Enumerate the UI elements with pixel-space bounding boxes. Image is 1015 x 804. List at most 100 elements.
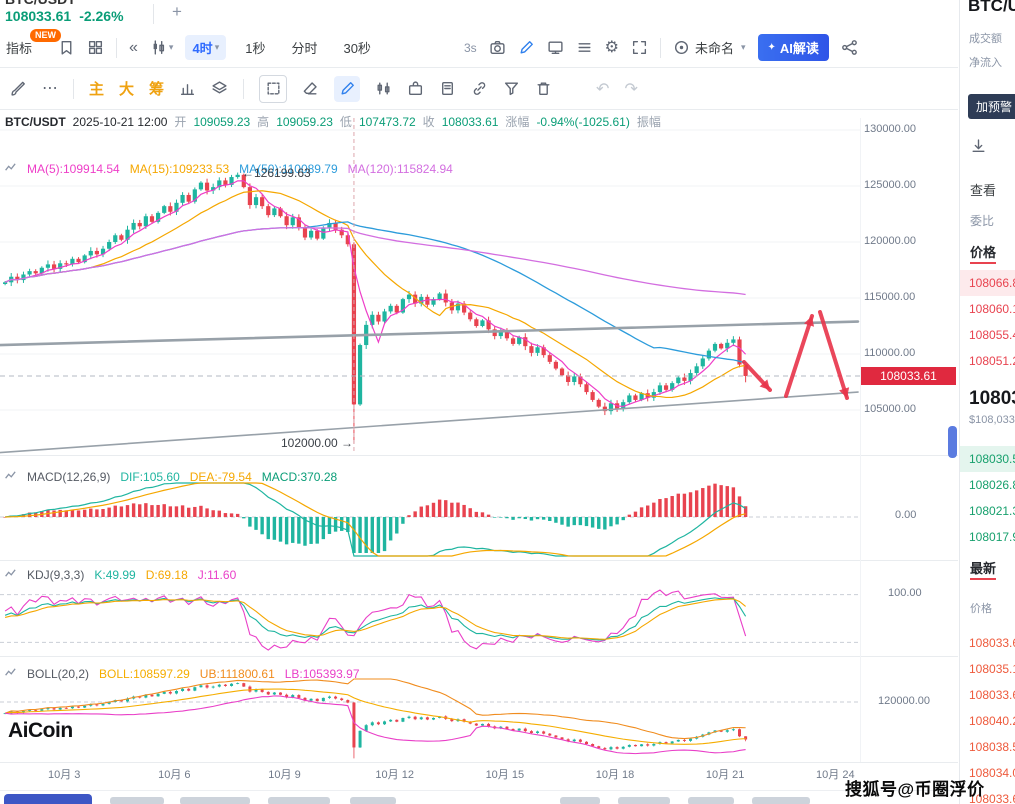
bottom-bar-item: [560, 797, 600, 804]
indicators-button[interactable]: 指标 NEW: [6, 28, 61, 58]
undo-icon[interactable]: ↶: [596, 80, 610, 98]
orderbook-row[interactable]: 108060.1: [969, 302, 1015, 316]
trash-icon[interactable]: [535, 80, 552, 97]
monitor-icon[interactable]: [547, 39, 564, 56]
orderbook-row[interactable]: 108035.1: [969, 662, 1015, 676]
orderbook-row[interactable]: 108021.3: [969, 504, 1015, 518]
orderbook-row[interactable]: 108066.8: [960, 270, 1015, 296]
chips-quick-button[interactable]: 筹: [149, 81, 165, 98]
boll-header: BOLL(20,2) BOLL:108597.29 UB:111800.61 L…: [4, 666, 360, 682]
net-inflow-label: 净流入: [969, 57, 1002, 69]
toolbar-divider: [243, 78, 245, 99]
orderbook-row[interactable]: 108030.5: [960, 446, 1015, 472]
new-badge: NEW: [30, 28, 61, 42]
link-icon[interactable]: [471, 80, 488, 97]
orderbook-row[interactable]: 108033.6: [969, 636, 1015, 650]
fullscreen-icon[interactable]: [631, 39, 648, 56]
indicator-settings-icon[interactable]: [4, 666, 17, 682]
filter-icon[interactable]: [503, 80, 520, 97]
high-label: 高: [257, 115, 270, 129]
chart-type-button[interactable]: ▾: [150, 39, 173, 56]
candlestick-chart[interactable]: [0, 0, 958, 804]
orderbook-row[interactable]: 108017.9: [969, 530, 1015, 544]
main-toolbar: 指标 NEW « ▾ 4时 ▾ 1秒 分时 30秒 3s ⚙ 未命名 ▾: [0, 28, 958, 68]
market-panel: BTC/USDT 成交额 净流入 加预警 查看 委比 价格 108066.810…: [959, 0, 1015, 804]
candle-countdown: 3s: [463, 40, 477, 55]
orderbook-row[interactable]: 108055.4: [969, 328, 1015, 342]
open-value: 109059.23: [193, 114, 251, 129]
share-icon[interactable]: [841, 39, 858, 56]
grid-layout-icon[interactable]: [87, 39, 104, 56]
list-icon[interactable]: [576, 39, 593, 56]
orderbook-row[interactable]: 108033.6: [969, 688, 1015, 702]
add-alert-button[interactable]: 加预警: [968, 94, 1015, 119]
bottom-bar-item: [618, 797, 670, 804]
ohlc-info-line: BTC/USDT 2025-10-21 12:00 开 109059.23 高 …: [5, 113, 661, 130]
more-tools-icon[interactable]: ⋯: [42, 80, 58, 97]
trades-list: 108033.6 108035.1 108033.6 108040.2 108038.5…: [960, 630, 1015, 804]
last-trade-price-usd: $108,033.61: [969, 414, 1015, 426]
orderbook-row[interactable]: 108040.2: [969, 714, 1015, 728]
timeframe-time-share[interactable]: 分时: [291, 41, 318, 56]
indicator-settings-icon[interactable]: [4, 469, 17, 485]
boll-title: BOLL(20,2): [27, 667, 90, 681]
tab-symbol[interactable]: BTC/USDT: [5, 0, 76, 7]
note-icon[interactable]: [439, 80, 456, 97]
indicator-settings-icon[interactable]: [4, 567, 17, 583]
timeframe-4h[interactable]: 4时 ▾: [185, 35, 227, 60]
tab-price-value: 108033.61: [5, 8, 72, 24]
gear-icon[interactable]: ⚙: [604, 39, 619, 56]
orderbook-row[interactable]: 108033.6: [969, 792, 1015, 804]
timeframe-30s[interactable]: 30秒: [343, 41, 371, 56]
layout-dropdown[interactable]: 未命名 ▾: [673, 38, 746, 57]
briefcase-icon[interactable]: [407, 80, 424, 97]
bar-chart-icon[interactable]: [179, 80, 196, 97]
high-value: 109059.23: [276, 114, 333, 129]
orderbook-row[interactable]: 108026.8: [969, 478, 1015, 492]
dea-value: DEA:-79.54: [189, 470, 252, 484]
tab-divider: [153, 4, 154, 24]
orderbook-row[interactable]: 108034.0: [969, 766, 1015, 780]
last-price-tag: 108033.61: [861, 367, 956, 385]
boll-ub-value: UB:111800.61: [199, 667, 275, 681]
trades-price-header: 价格: [970, 603, 992, 615]
active-tab-underline: [970, 262, 996, 264]
tab-orderbook-price[interactable]: 价格: [970, 245, 997, 260]
kdj-header: KDJ(9,3,3) K:49.99 D:69.18 J:11.60: [4, 567, 236, 583]
d-value: D:69.18: [145, 568, 188, 582]
panel-collapse-handle[interactable]: [948, 426, 957, 458]
save-layout-icon[interactable]: [58, 39, 75, 56]
low-label: 低: [339, 115, 352, 129]
pencil-icon[interactable]: [518, 39, 535, 56]
eraser-icon[interactable]: [302, 80, 319, 97]
view-more-link[interactable]: 查看: [970, 183, 997, 198]
camera-icon[interactable]: [489, 39, 506, 56]
indicator-settings-icon[interactable]: [4, 161, 17, 177]
candle-pattern-icon[interactable]: [375, 80, 392, 97]
ai-analysis-button[interactable]: ✦ AI解读: [757, 34, 829, 61]
main-chart-quick-button[interactable]: 主: [89, 81, 105, 98]
timeframe-1s[interactable]: 1秒: [245, 41, 266, 56]
high-annotation: ←126199.63: [242, 166, 311, 180]
rect-select-tool[interactable]: [259, 74, 288, 103]
turnover-label: 成交额: [969, 33, 1002, 45]
add-tab-button[interactable]: +: [172, 2, 182, 21]
tab-latest-trades[interactable]: 最新: [970, 561, 997, 576]
tab-price: 108033.61 -2.26%: [5, 8, 124, 24]
layers-icon[interactable]: [211, 80, 228, 97]
timeframe-4h-label: 4时: [192, 41, 213, 56]
layout-name: 未命名: [694, 41, 734, 56]
orderbook-row[interactable]: 108051.2: [969, 354, 1015, 368]
brush-icon[interactable]: [10, 80, 27, 97]
redo-icon[interactable]: ↷: [624, 80, 638, 98]
macd-zero-label: 0.00: [895, 509, 917, 521]
pen-tool[interactable]: [334, 75, 361, 102]
amplitude-label: 振幅: [636, 115, 661, 129]
rewind-icon[interactable]: «: [129, 39, 138, 56]
bottom-blue-button[interactable]: [4, 794, 92, 804]
open-label: 开: [174, 115, 187, 129]
orderbook-row[interactable]: 108038.5: [969, 740, 1015, 754]
market-quick-button[interactable]: 大: [119, 81, 135, 98]
download-icon[interactable]: [970, 138, 987, 155]
